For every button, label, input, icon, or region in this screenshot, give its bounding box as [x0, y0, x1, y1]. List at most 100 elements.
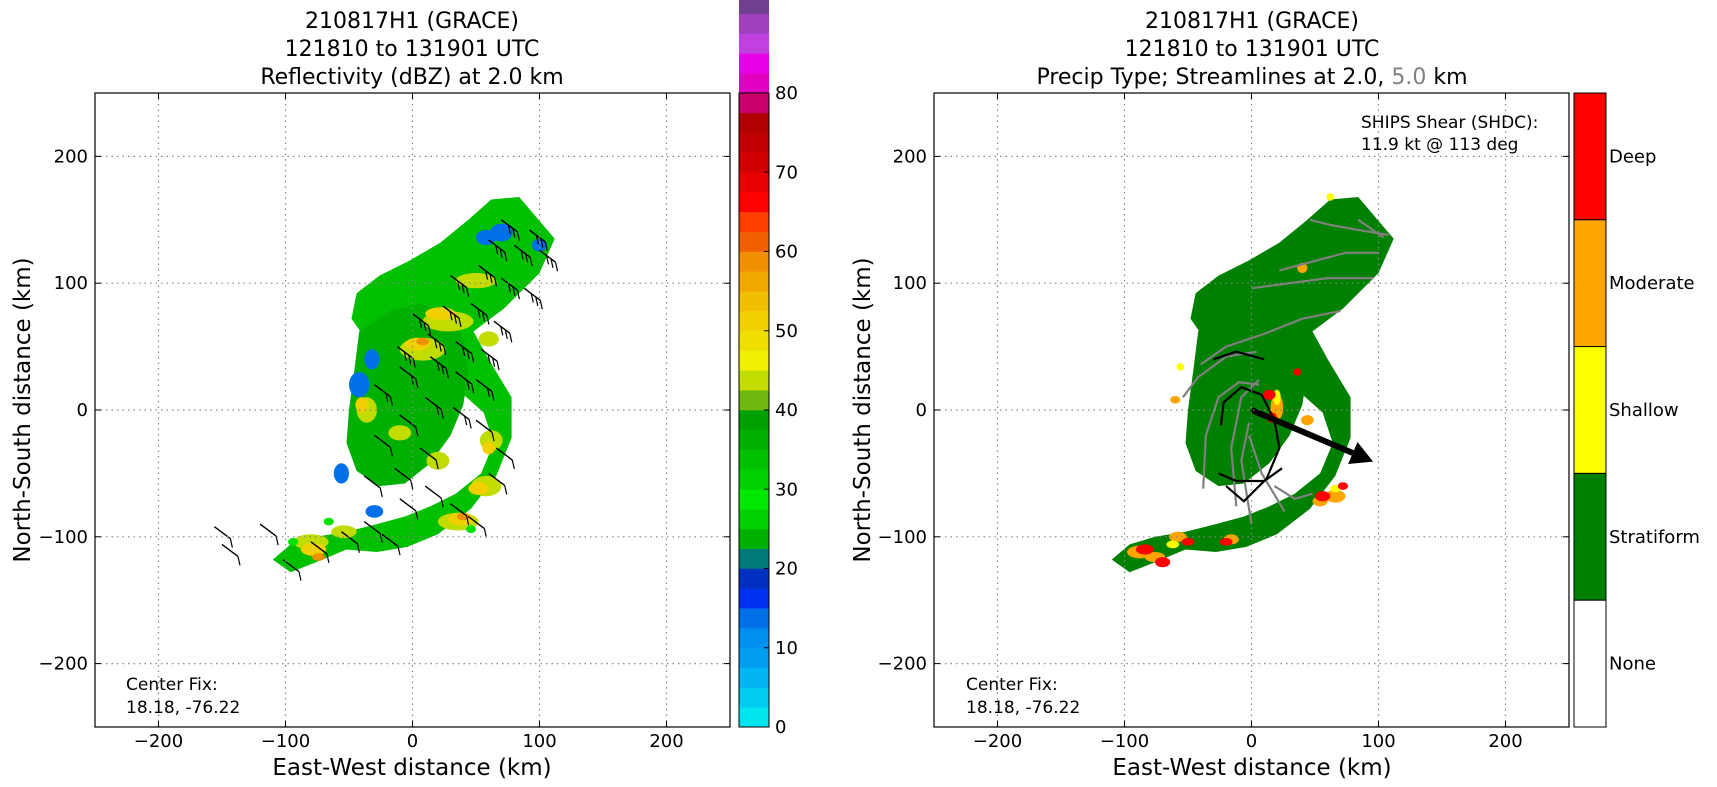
reflectivity-yellowgreen-cell — [388, 425, 412, 441]
wind-barb-feather — [496, 361, 500, 371]
colorbar-segment — [739, 449, 769, 470]
wind-barb-shaft — [480, 348, 498, 362]
wind-barb-feather — [487, 354, 491, 364]
y-tick-label: −200 — [39, 654, 88, 675]
wind-barb-feather — [489, 273, 493, 284]
precip-deep-cell — [1337, 482, 1349, 490]
colorbar-segment — [739, 53, 769, 74]
wind-barb-feather — [462, 346, 466, 356]
streamline-5km — [1273, 485, 1313, 500]
wind-barb-feather — [516, 231, 520, 241]
wind-barb-shaft — [429, 356, 447, 370]
wind-barb-shaft — [373, 384, 391, 398]
right-x-axis-label: East-West distance (km) — [1112, 755, 1391, 781]
category-label: Deep — [1609, 146, 1656, 167]
streamline-5km — [1200, 310, 1341, 366]
wind-barb-feather — [389, 447, 393, 457]
precip-type-panel: 210817H1 (GRACE) 121810 to 131901 UTC Pr… — [850, 9, 1700, 781]
reflectivity-orange-cell — [456, 512, 470, 521]
precip-shallow-cell — [1330, 484, 1341, 493]
left-title-line-1: 210817H1 (GRACE) — [305, 9, 519, 34]
right-title-highlight: 5.0 — [1391, 65, 1426, 90]
colorbar-segment — [739, 291, 769, 312]
wind-barb — [500, 277, 520, 300]
wind-barb-feather — [468, 419, 472, 429]
wind-barb-shaft — [399, 414, 417, 428]
wind-barb-shaft — [399, 498, 417, 512]
wind-barb-feather — [499, 248, 503, 258]
x-tick-label: −100 — [1100, 731, 1149, 752]
wind-barb-shaft — [475, 419, 493, 433]
precip-deep-cell — [1262, 389, 1276, 400]
wind-barb-shaft — [478, 264, 495, 279]
wind-barb — [523, 287, 543, 310]
wind-barb-feather — [504, 485, 508, 495]
streamline-5km — [1240, 422, 1253, 525]
reflectivity-blue-cell — [531, 238, 548, 252]
colorbar-segment — [739, 211, 769, 232]
colorbar-segment — [739, 310, 769, 332]
wind-barb-feather — [491, 432, 495, 442]
wind-barb-shaft — [475, 379, 493, 393]
wind-barb-shaft — [427, 333, 445, 347]
left-center-fix-label: Center Fix: — [126, 675, 218, 695]
colorbar-segment — [739, 627, 769, 649]
wind-barb-feather — [229, 538, 233, 548]
streamline-5km — [1247, 435, 1286, 512]
wind-barb-feather — [495, 245, 499, 255]
reflectivity-blue-cell — [349, 371, 370, 398]
x-tick-label: 200 — [649, 731, 683, 752]
wind-barb — [488, 472, 508, 495]
right-title-line-3: Precip Type; Streamlines at 2.0, 5.0 km — [1036, 65, 1467, 90]
right-grid — [934, 93, 1569, 727]
wind-barb — [259, 523, 279, 546]
colorbar-segment — [739, 568, 769, 589]
x-tick-label: 100 — [1361, 731, 1395, 752]
wind-barb-shaft — [488, 239, 506, 253]
category-swatch — [1573, 92, 1607, 221]
reflectivity-blue-cell — [333, 463, 349, 484]
wind-barb-feather — [471, 383, 475, 394]
precip-deep-cell — [1293, 368, 1302, 376]
wind-barb-shaft — [424, 485, 442, 499]
precip-deep-cell — [1315, 491, 1331, 502]
precip-moderate-cell — [1168, 531, 1187, 542]
wind-barb-feather — [550, 258, 554, 268]
wind-barb-feather — [298, 571, 302, 581]
reflectivity-blue-cell — [364, 349, 380, 370]
precip-moderate-cell — [1301, 415, 1314, 426]
wind-barb-feather — [397, 546, 401, 556]
wind-barb-shaft — [259, 523, 277, 537]
wind-barb-feather — [466, 349, 470, 360]
precip-shallow-cell — [1326, 193, 1335, 201]
colorbar-segment — [739, 687, 769, 708]
wind-barb-feather — [504, 329, 508, 339]
right-center-fix-value: 18.18, -76.22 — [966, 698, 1080, 718]
colorbar-segment — [739, 271, 769, 292]
wind-barb — [396, 346, 416, 368]
wind-barb-feather — [539, 300, 543, 310]
wind-barb-feather — [529, 257, 533, 267]
wind-barb-feather — [408, 355, 412, 365]
reflectivity-blue-cell — [365, 505, 384, 518]
colorbar-segment — [739, 330, 769, 351]
left-y-axis-label: North-South distance (km) — [10, 257, 36, 562]
left-title-line-2: 121810 to 131901 UTC — [285, 37, 540, 62]
wind-barb-feather — [458, 317, 462, 328]
colorbar-segment — [739, 489, 769, 510]
colorbar-segment — [739, 588, 769, 609]
streamline-5km — [1309, 218, 1389, 237]
wind-barb-feather — [379, 487, 383, 498]
wind-barb-shaft — [495, 447, 513, 461]
wind-barb-feather — [466, 380, 470, 390]
reflectivity-light-green-cell — [323, 517, 334, 526]
wind-barb-feather — [379, 533, 383, 543]
x-tick-label: 100 — [522, 731, 556, 752]
wind-barb-shaft — [381, 533, 399, 547]
wind-barb-shaft — [396, 346, 414, 360]
reflectivity-yellowgreen-cell — [455, 273, 497, 289]
wind-barb — [513, 244, 533, 267]
right-data-layer — [1111, 193, 1394, 573]
wind-barb-shaft — [528, 229, 546, 243]
right-title-suffix: km — [1426, 65, 1467, 90]
